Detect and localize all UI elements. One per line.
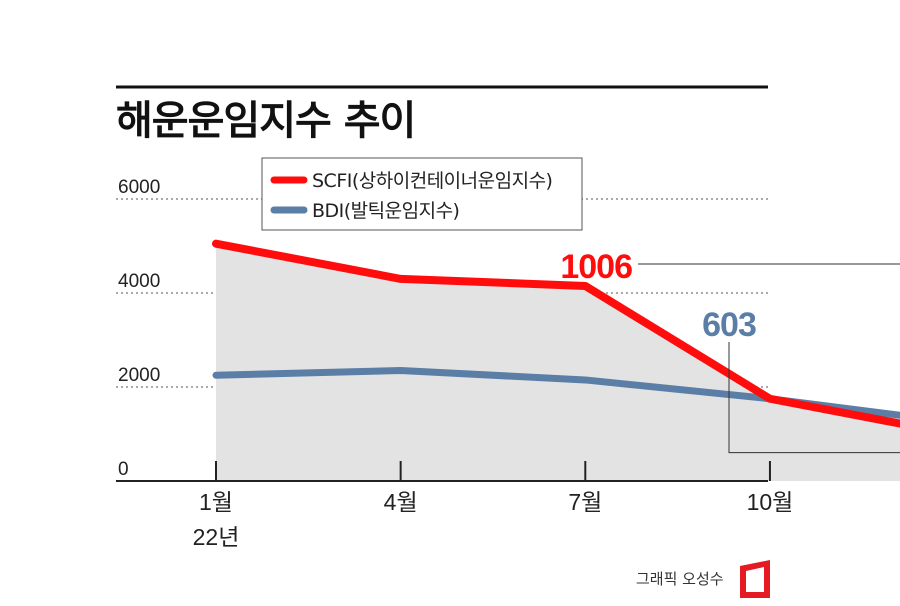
legend-label-bdi: BDI(발틱운임지수) [312, 200, 459, 222]
scfi-end-label: 1006 [560, 248, 632, 286]
chart-title: 해운운임지수 추이 [116, 98, 415, 144]
y-tick-label: 6000 [118, 177, 160, 198]
area-fill [216, 243, 900, 481]
scfi-line [212, 239, 900, 428]
end-callouts: 1006 603 [560, 248, 900, 454]
y-tick-label: 2000 [118, 365, 160, 386]
series-lines [212, 239, 900, 428]
x-tick-year-label: 22년 [193, 524, 240, 550]
bdi-leader-line [728, 342, 900, 454]
bdi-line [212, 367, 900, 419]
y-tick-label: 4000 [118, 271, 160, 292]
x-tick-label: 4월 [384, 489, 418, 515]
x-tick-label: 7월 [568, 489, 602, 515]
y-tick-label: 0 [118, 459, 129, 480]
legend: SCFI(상하이컨테이너운임지수) BDI(발틱운임지수) [261, 157, 583, 231]
area-fill-layer [216, 243, 900, 481]
x-tick-label: 10월 [747, 489, 794, 515]
publisher-logo-icon [740, 560, 770, 598]
y-axis-ticks: 0 2000 4000 6000 [118, 177, 160, 480]
scfi-leader-line [638, 263, 900, 265]
legend-box [261, 157, 583, 231]
x-axis: 1월22년4월7월10월1월23년2월 [116, 461, 794, 550]
legend-label-scfi: SCFI(상하이컨테이너운임지수) [312, 170, 552, 192]
x-tick-label: 1월 [199, 489, 233, 515]
graphic-credit: 그래픽 오성수 [636, 570, 724, 588]
bdi-end-label: 603 [702, 306, 756, 344]
